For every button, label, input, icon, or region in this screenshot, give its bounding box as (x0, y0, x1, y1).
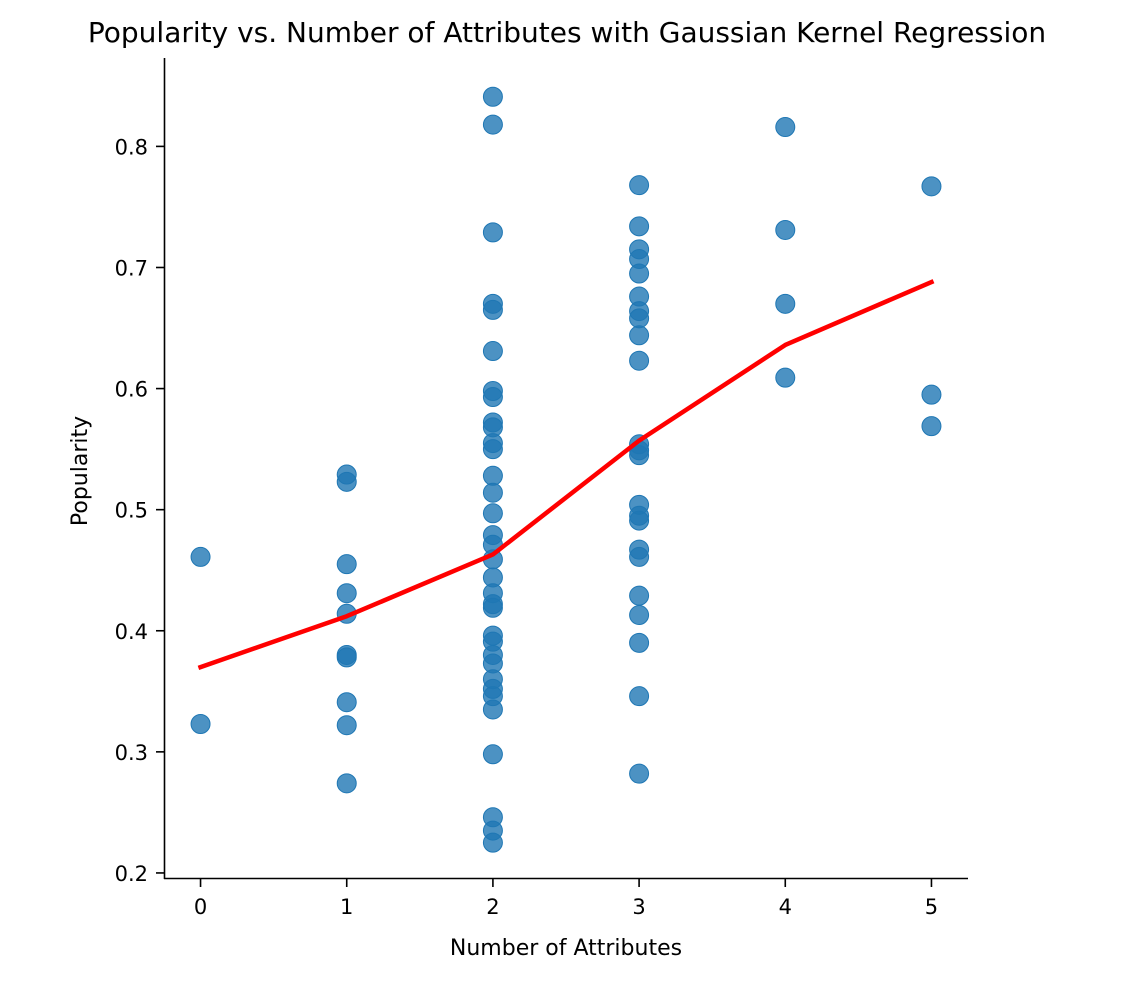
scatter-point (482, 439, 503, 460)
y-tick-label: 0.8 (115, 135, 148, 159)
x-tick-label: 0 (194, 895, 207, 919)
scatter-point (482, 503, 503, 524)
x-tick-label: 3 (632, 895, 645, 919)
scatter-point (775, 293, 796, 314)
scatter-point (921, 384, 942, 405)
scatter-point (629, 216, 650, 237)
scatter-point (629, 605, 650, 626)
scatter-point (336, 773, 357, 794)
scatter-point (190, 714, 211, 735)
scatter-point (629, 325, 650, 346)
scatter-point (629, 763, 650, 784)
regression-line (197, 279, 935, 670)
scatter-point (336, 647, 357, 668)
scatter-point (482, 482, 503, 503)
x-axis-label: Number of Attributes (450, 936, 682, 961)
scatter-point (336, 583, 357, 604)
scatter-point (921, 176, 942, 197)
x-axis-ticks: 0 1 2 3 4 5 (194, 879, 938, 919)
y-tick-label: 0.4 (115, 620, 148, 644)
scatter-point (190, 546, 211, 567)
scatter-point (775, 219, 796, 240)
scatter-point (775, 367, 796, 388)
scatter-point (482, 341, 503, 362)
scatter-point (629, 445, 650, 466)
y-axis-label: Popularity (68, 416, 93, 526)
scatter-point (482, 299, 503, 320)
scatter-point (336, 471, 357, 492)
scatter-point (482, 597, 503, 618)
scatter-point (336, 554, 357, 575)
chart-title: Popularity vs. Number of Attributes with… (88, 16, 1046, 49)
scatter-point (629, 175, 650, 196)
x-tick-label: 1 (340, 895, 353, 919)
scatter-point (482, 387, 503, 408)
scatter-point (629, 632, 650, 653)
scatter-point (482, 114, 503, 135)
scatter-point (629, 350, 650, 371)
scatter-point (482, 699, 503, 720)
y-axis-ticks: 0.2 0.3 0.4 0.5 0.6 0.7 0.8 (115, 135, 164, 886)
scatter-point (629, 510, 650, 531)
y-tick-label: 0.6 (115, 378, 148, 402)
scatter-point (921, 416, 942, 437)
y-tick-label: 0.3 (115, 741, 148, 765)
data-points (190, 86, 942, 853)
scatter-point (629, 308, 650, 329)
y-tick-label: 0.7 (115, 256, 148, 280)
scatter-point (482, 465, 503, 486)
x-tick-label: 2 (486, 895, 499, 919)
scatter-point (629, 585, 650, 606)
scatter-point (336, 692, 357, 713)
scatter-point (482, 832, 503, 853)
scatter-point (482, 222, 503, 243)
y-tick-label: 0.2 (115, 862, 148, 886)
y-tick-label: 0.5 (115, 499, 148, 523)
scatter-point (336, 715, 357, 736)
scatter-point (629, 546, 650, 567)
scatter-point (629, 686, 650, 707)
scatter-point (482, 86, 503, 107)
scatter-point (629, 263, 650, 284)
scatter-point (775, 117, 796, 138)
x-tick-label: 4 (779, 895, 792, 919)
regression-layer (197, 279, 935, 670)
scatter-point (482, 744, 503, 765)
x-tick-label: 5 (925, 895, 938, 919)
